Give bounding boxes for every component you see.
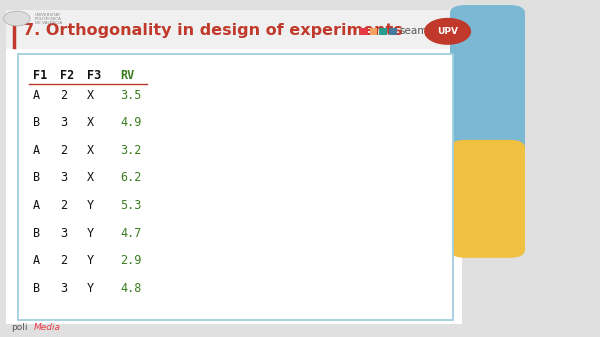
Text: DE VALÈNCIA: DE VALÈNCIA (35, 21, 62, 25)
Text: Y: Y (87, 227, 94, 240)
Text: 2: 2 (60, 199, 67, 212)
FancyBboxPatch shape (389, 28, 397, 35)
Text: 2: 2 (60, 254, 67, 267)
FancyBboxPatch shape (360, 28, 368, 35)
Text: 4.9: 4.9 (120, 116, 142, 129)
Text: 6.2: 6.2 (120, 172, 142, 184)
FancyBboxPatch shape (6, 10, 462, 49)
Text: F2: F2 (60, 69, 74, 82)
FancyBboxPatch shape (450, 5, 525, 170)
Text: seamic: seamic (399, 26, 436, 36)
Text: 2: 2 (60, 144, 67, 157)
FancyBboxPatch shape (379, 28, 387, 35)
Text: A: A (33, 89, 40, 101)
Text: 3.2: 3.2 (120, 144, 142, 157)
Text: X: X (87, 116, 94, 129)
Text: 2: 2 (60, 89, 67, 101)
Text: POLITÈCNICA: POLITÈCNICA (35, 17, 62, 21)
Text: A: A (33, 199, 40, 212)
Text: B: B (33, 227, 40, 240)
Text: poli: poli (11, 323, 28, 332)
FancyBboxPatch shape (6, 10, 462, 324)
Text: F3: F3 (87, 69, 101, 82)
Text: X: X (87, 89, 94, 101)
Text: B: B (33, 282, 40, 295)
Circle shape (4, 11, 30, 26)
Text: Media: Media (34, 323, 61, 332)
Text: 7. Orthogonality in design of experiments: 7. Orthogonality in design of experiment… (23, 23, 403, 38)
Text: 3: 3 (60, 116, 67, 129)
Text: Y: Y (87, 199, 94, 212)
Text: F1: F1 (33, 69, 47, 82)
Text: A: A (33, 254, 40, 267)
Text: Y: Y (87, 282, 94, 295)
Text: RV: RV (120, 69, 134, 82)
FancyBboxPatch shape (450, 140, 525, 258)
Text: B: B (33, 172, 40, 184)
Text: 4.7: 4.7 (120, 227, 142, 240)
Text: 3: 3 (60, 172, 67, 184)
Text: 3: 3 (60, 282, 67, 295)
Text: 5.3: 5.3 (120, 199, 142, 212)
Text: 3: 3 (60, 227, 67, 240)
Text: 3.5: 3.5 (120, 89, 142, 101)
Text: UNIVERSITAT: UNIVERSITAT (35, 13, 61, 17)
Text: 4.8: 4.8 (120, 282, 142, 295)
Text: UPV: UPV (437, 27, 458, 36)
Text: B: B (33, 116, 40, 129)
FancyBboxPatch shape (370, 28, 377, 35)
Text: Y: Y (87, 254, 94, 267)
FancyBboxPatch shape (18, 54, 453, 320)
Text: X: X (87, 144, 94, 157)
Text: 2.9: 2.9 (120, 254, 142, 267)
Text: X: X (87, 172, 94, 184)
Text: A: A (33, 144, 40, 157)
Circle shape (425, 19, 470, 44)
